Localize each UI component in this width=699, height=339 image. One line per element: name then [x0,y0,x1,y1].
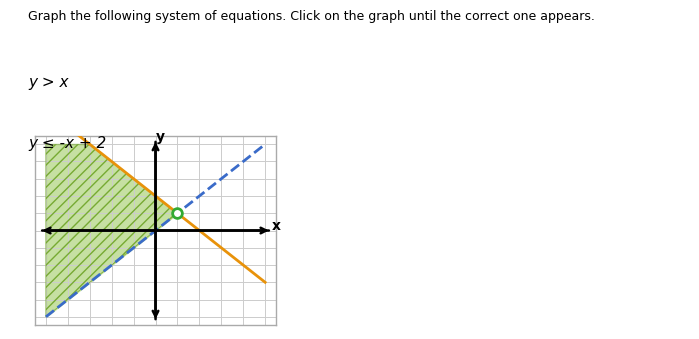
Text: y > x: y > x [28,75,69,89]
Text: x: x [272,219,280,233]
Text: y: y [155,130,164,144]
Text: y ≤ -x + 2: y ≤ -x + 2 [28,136,106,151]
Text: Graph the following system of equations. Click on the graph until the correct on: Graph the following system of equations.… [28,10,595,23]
